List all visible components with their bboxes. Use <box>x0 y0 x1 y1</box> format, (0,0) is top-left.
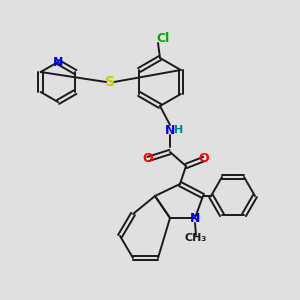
Text: O: O <box>143 152 153 166</box>
Text: N: N <box>165 124 175 136</box>
Text: O: O <box>199 152 209 166</box>
Text: N: N <box>53 56 63 68</box>
Text: S: S <box>105 75 115 89</box>
Text: CH₃: CH₃ <box>185 233 207 243</box>
Text: N: N <box>190 212 200 226</box>
Text: Cl: Cl <box>156 32 170 44</box>
Text: H: H <box>174 125 184 135</box>
